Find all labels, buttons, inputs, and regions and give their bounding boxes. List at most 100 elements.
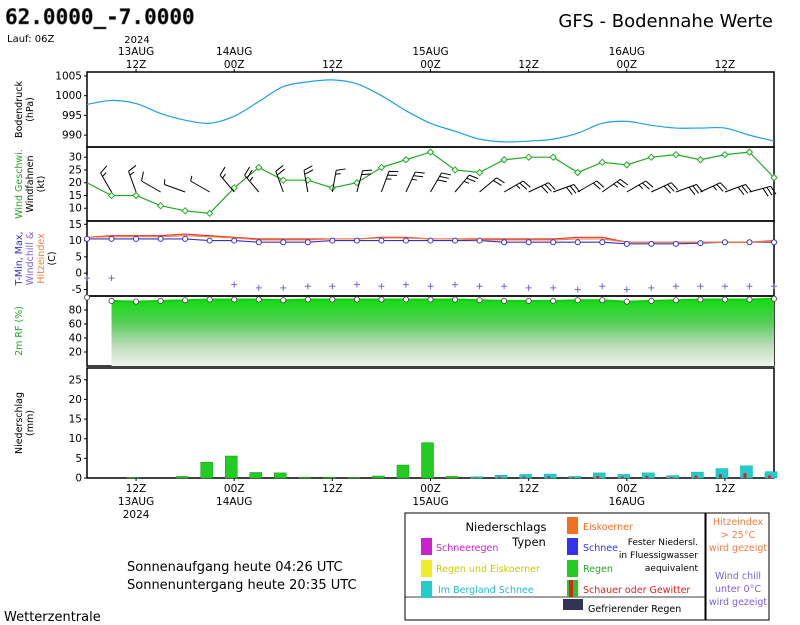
windchill-point [550,284,557,291]
wind-speed-point [279,176,287,184]
side-notes: Hitzeindex > 25°C wird gezeigt Wind chil… [705,512,770,621]
xtick-top-label: 00Z [420,59,441,71]
temp-point [476,237,483,244]
windchill-point [623,286,630,293]
ytick-label-humidity: 60 [69,319,82,331]
temp-point [746,239,753,246]
humidity-point [329,296,336,303]
wind-speed-point [770,173,778,182]
legend-swatch-eiskoerner [567,517,578,534]
ytick-label-precipitation: 20 [69,394,82,406]
panel-frame-wind [86,146,775,222]
precip-bar-rain [421,442,434,479]
wind-speed-point [402,156,410,164]
legend-label-eiskoerner: Eiskoerner [583,522,633,533]
windchill-point [231,281,238,288]
precip-bar-rain [224,455,238,479]
wind-barb [675,184,703,195]
ytick-label-humidity: 20 [69,347,82,359]
ytick-label-precipitation: 15 [69,414,82,426]
wind-speed-point [524,153,533,161]
ytick-label-humidity: 80 [69,305,82,317]
xtick-top-label: 12Z [715,59,736,71]
chill-note-3: wird gezeigt [709,597,768,608]
humidity-point [133,298,140,305]
wind-barb [430,172,451,193]
wind-barb [128,165,137,193]
wind-barb [275,165,285,193]
humidity-point [721,296,728,303]
ylabel-temperature: (C) [47,251,58,265]
header-title: GFS - Bodennahe Werte [558,11,773,32]
temp-point [721,239,728,246]
heat-note-2: > 25°C [721,530,756,541]
ylabel-temperature: T-Min, Max, [14,232,25,287]
legend-label-regen-eis: Regen und Eiskoerner [436,564,540,575]
humidity-point [84,294,91,301]
humidity-point [648,297,655,304]
footer-wetterzentrale: Wetterzentrale [4,610,101,625]
wind-barb [601,178,629,193]
header-year: 2024 [124,35,149,46]
xtick-bottom-label: 12Z [518,483,539,495]
wind-speed-point [500,156,508,164]
humidity-point [108,297,115,304]
temp-point [255,239,262,246]
windchill-point [721,283,728,290]
temp-point [550,239,557,246]
ytick-label-precipitation: 0 [75,473,82,485]
legend-swatch-regen-eis [421,560,432,577]
windchill-point [574,286,581,293]
humidity-point [157,297,164,304]
ytick-label-pressure: 990 [62,130,82,142]
legend-label-bergland-schnee: Im Bergland Schnee [438,585,534,596]
humidity-point [697,296,704,303]
xtick-top-label: 12Z [126,59,147,71]
temp-point [304,239,311,246]
windchill-point [108,275,115,282]
legend-label-schneeregen: Schneeregen [436,543,498,554]
temp-point [353,237,360,244]
ylabel-precipitation: (mm) [25,410,36,436]
legend-solid-2: in Fluessigwasser [619,551,698,561]
humidity-point [231,296,238,303]
temp-point [231,237,238,244]
ylabel-precipitation: Niederschlag [14,392,25,454]
wind-speed-point [598,158,606,167]
humidity-point [402,296,409,303]
temp-point [427,237,434,244]
wind-barb [141,171,161,193]
ytick-label-pressure: 1005 [55,70,82,82]
ytick-label-temperature: 5 [75,251,82,263]
wind-speed-point [377,163,386,172]
humidity-point [353,296,360,303]
humidity-point [574,297,581,304]
windchill-point [280,284,287,291]
legend-label-gefrierend: Gefrierender Regen [588,604,681,615]
sunrise-text: Sonnenaufgang heute 04:26 UTC [127,560,343,575]
xtick-bottom-date: 16AUG [609,496,645,508]
temp-point [599,239,606,246]
temp-point [329,237,336,244]
temp-point [280,239,287,246]
wind-speed-point [745,148,754,156]
ytick-label-precipitation: 5 [75,453,82,465]
xtick-top-date: 15AUG [412,46,448,58]
xtick-bottom-label: 12Z [322,483,343,495]
ytick-label-pressure: 995 [62,110,82,122]
xtick-bottom-label: 12Z [715,483,736,495]
wind-speed-point [721,150,729,159]
wind-speed-point [205,209,214,218]
header-run: Lauf: 06Z [7,34,54,45]
windchill-point [771,283,777,290]
humidity-point [623,298,630,305]
ytick-label-wind: 25 [69,164,82,176]
legend-label-regen: Regen [583,564,613,575]
wind-speed-point [255,163,263,172]
wind-speed-point [181,207,189,215]
wind-speed-point [426,148,435,156]
humidity-point [672,297,679,304]
ylabel-wind: Wind Geschwi. [14,149,25,219]
wind-speed-point [132,191,140,200]
